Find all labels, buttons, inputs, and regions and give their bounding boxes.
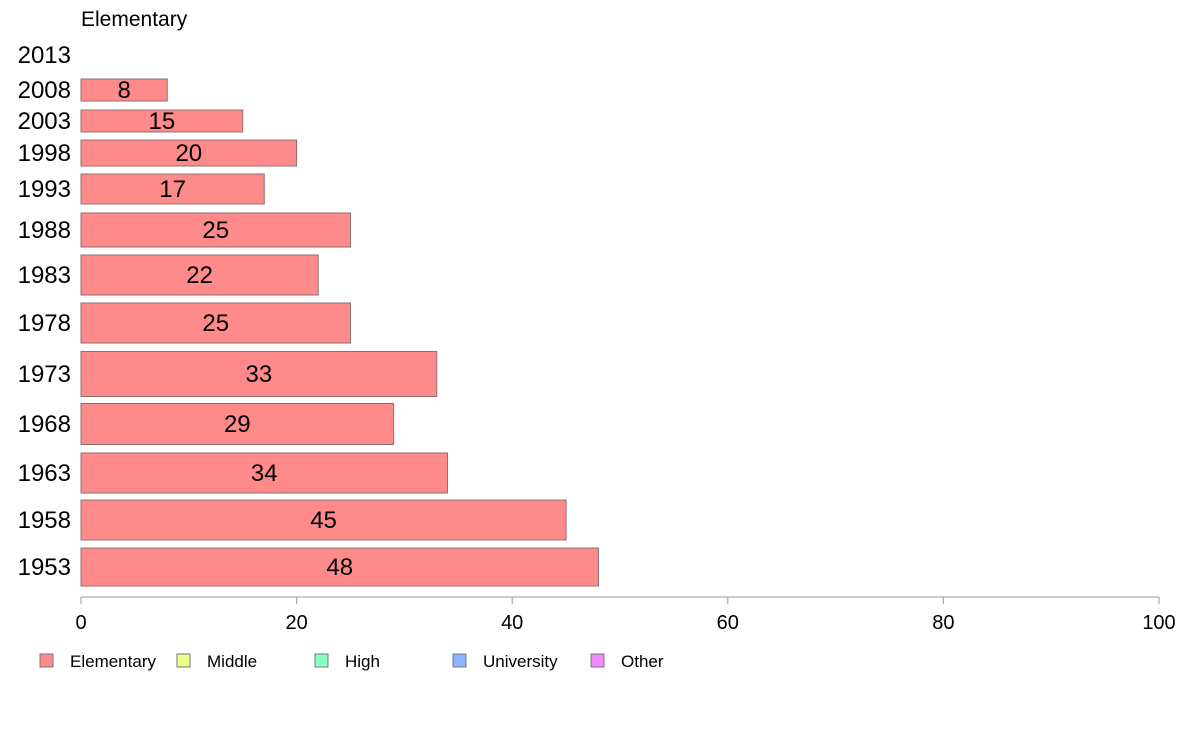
bar-value-label: 25	[202, 217, 229, 244]
y-tick-label: 2003	[18, 108, 71, 135]
y-tick-label: 1973	[18, 361, 71, 388]
legend-label: Elementary	[70, 652, 156, 671]
bar	[80, 173, 265, 205]
bar	[80, 351, 438, 397]
legend-swatch	[39, 653, 54, 668]
y-tick-label: 2008	[18, 77, 71, 104]
bar	[80, 139, 298, 167]
bar-value-label: 33	[246, 361, 273, 388]
y-tick-label: 1963	[18, 460, 71, 487]
y-tick-label: 1983	[18, 262, 71, 289]
bar	[80, 109, 244, 133]
bar-value-label: 48	[326, 554, 353, 581]
y-tick-label: 1953	[18, 554, 71, 581]
bar-value-label: 15	[148, 108, 175, 135]
y-tick-label: 1988	[18, 217, 71, 244]
y-tick-label: 1998	[18, 140, 71, 167]
y-axis-labels: 1953 1958 1963 1968 1973 1978 1983 1988 1993 1998…	[18, 42, 71, 581]
y-tick-label: 1993	[18, 176, 71, 203]
bar-value-label: 25	[202, 310, 229, 337]
x-tick-label: 60	[717, 612, 739, 634]
legend-swatch	[590, 653, 605, 668]
y-tick-label: 2013	[18, 42, 71, 69]
x-tick-label: 20	[285, 612, 307, 634]
legend-swatch	[176, 653, 191, 668]
x-axis: 0 20 40 60 80 100	[75, 596, 1176, 634]
bar	[80, 452, 449, 494]
bar-value-label: 17	[159, 176, 186, 203]
x-tick-label: 80	[932, 612, 954, 634]
legend: Elementary Middle High University Other	[39, 652, 664, 671]
legend-label: Other	[621, 652, 664, 671]
bar	[80, 499, 567, 541]
legend-label: High	[345, 652, 380, 671]
bar	[80, 78, 168, 102]
bar	[80, 254, 319, 296]
legend-swatch	[314, 653, 329, 668]
x-tick-label: 0	[75, 612, 86, 634]
bar	[80, 302, 351, 344]
bar-value-label: 20	[175, 140, 202, 167]
bar-value-label: 8	[117, 77, 130, 104]
bar	[80, 547, 599, 587]
bar-value-label: 45	[310, 507, 337, 534]
x-tick-label: 40	[501, 612, 523, 634]
x-tick-label: 100	[1142, 612, 1175, 634]
bar-value-label: 34	[251, 460, 278, 487]
legend-label: Middle	[207, 652, 257, 671]
bar	[80, 403, 395, 445]
y-tick-label: 1978	[18, 310, 71, 337]
bar-value-label: 29	[224, 411, 251, 438]
bar-value-label: 22	[186, 262, 213, 289]
y-tick-label: 1968	[18, 411, 71, 438]
y-tick-label: 1958	[18, 507, 71, 534]
legend-label: University	[483, 652, 558, 671]
legend-swatch	[452, 653, 467, 668]
chart-title: Elementary	[81, 8, 188, 31]
bar	[80, 212, 351, 248]
